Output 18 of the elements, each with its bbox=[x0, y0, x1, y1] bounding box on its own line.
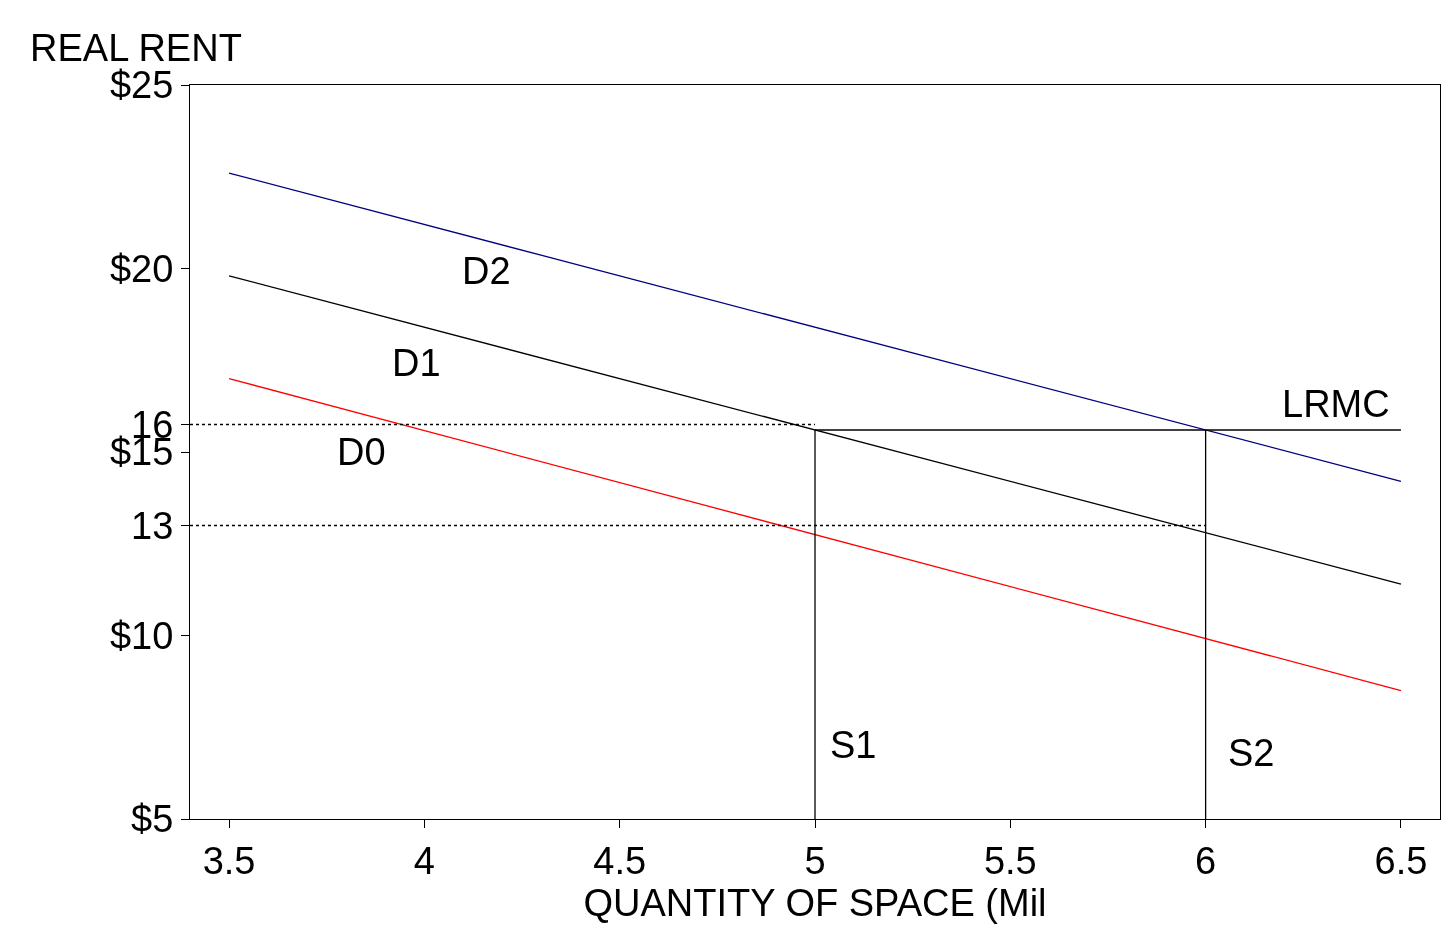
y-tick-label: $10 bbox=[109, 614, 174, 657]
x-tick-label: 5 bbox=[804, 839, 826, 882]
series-label: S2 bbox=[1228, 732, 1275, 774]
y-tick-label: 13 bbox=[131, 504, 174, 547]
x-tick-label: 4 bbox=[413, 839, 435, 882]
y-tick-label: $20 bbox=[109, 247, 174, 290]
x-tick-label: 3.5 bbox=[202, 839, 256, 882]
x-tick-label: 6 bbox=[1195, 839, 1217, 882]
x-tick-label: 5.5 bbox=[983, 839, 1037, 882]
x-tick-label: 6.5 bbox=[1374, 839, 1428, 882]
x-tick-label: 4.5 bbox=[593, 839, 647, 882]
series-label: D1 bbox=[392, 342, 441, 384]
series-label: LRMC bbox=[1282, 383, 1390, 425]
series-label: D2 bbox=[462, 250, 511, 292]
series-label: S1 bbox=[830, 724, 877, 766]
series-label: D0 bbox=[337, 431, 386, 473]
y-tick-label: $5 bbox=[131, 798, 174, 841]
x-axis-title: QUANTITY OF SPACE (Mil bbox=[583, 881, 1047, 924]
